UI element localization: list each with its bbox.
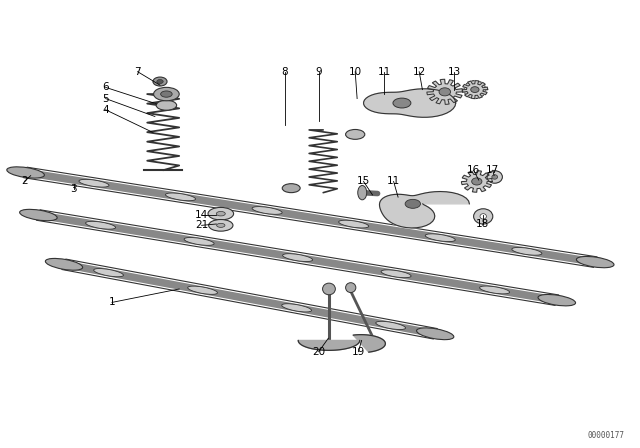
Polygon shape [427, 79, 463, 104]
Ellipse shape [339, 220, 369, 228]
Ellipse shape [439, 88, 451, 96]
Ellipse shape [346, 129, 365, 139]
Ellipse shape [376, 321, 406, 330]
Text: 11: 11 [378, 67, 390, 77]
Polygon shape [364, 89, 456, 117]
Ellipse shape [487, 171, 502, 183]
Ellipse shape [405, 199, 420, 208]
Ellipse shape [86, 221, 116, 229]
Ellipse shape [472, 178, 482, 185]
Ellipse shape [464, 81, 486, 99]
Ellipse shape [479, 286, 509, 294]
Text: 6: 6 [102, 82, 109, 92]
Ellipse shape [216, 211, 225, 216]
Ellipse shape [20, 209, 57, 221]
Ellipse shape [358, 185, 367, 200]
Ellipse shape [538, 294, 575, 306]
Ellipse shape [161, 91, 172, 97]
Polygon shape [462, 81, 488, 99]
Ellipse shape [208, 207, 234, 220]
Ellipse shape [188, 286, 218, 294]
Ellipse shape [153, 77, 167, 86]
Ellipse shape [471, 86, 479, 92]
Ellipse shape [346, 283, 356, 293]
Ellipse shape [216, 223, 225, 227]
Text: 8: 8 [282, 67, 288, 77]
Text: 16: 16 [467, 165, 480, 175]
Ellipse shape [425, 234, 455, 241]
Ellipse shape [154, 87, 179, 101]
Ellipse shape [474, 209, 493, 224]
Ellipse shape [184, 237, 214, 246]
Ellipse shape [282, 304, 312, 312]
Ellipse shape [283, 254, 312, 262]
Text: 5: 5 [102, 94, 109, 103]
Text: 14: 14 [195, 210, 208, 220]
Text: 18: 18 [476, 219, 489, 229]
Polygon shape [353, 335, 385, 352]
Ellipse shape [577, 256, 614, 268]
Ellipse shape [7, 167, 44, 178]
Ellipse shape [252, 207, 282, 214]
Text: 00000177: 00000177 [587, 431, 624, 440]
Ellipse shape [156, 100, 177, 110]
Text: 11: 11 [387, 177, 400, 186]
Text: 12: 12 [413, 67, 426, 77]
Ellipse shape [393, 98, 411, 108]
Ellipse shape [157, 79, 163, 83]
Text: 15: 15 [357, 177, 370, 186]
Ellipse shape [209, 220, 233, 231]
Text: 7: 7 [134, 67, 141, 77]
Text: 17: 17 [486, 165, 499, 175]
Ellipse shape [282, 184, 300, 193]
Polygon shape [380, 192, 469, 228]
Text: 1: 1 [109, 297, 115, 307]
Text: 3: 3 [70, 184, 77, 194]
Ellipse shape [512, 247, 542, 255]
Ellipse shape [480, 214, 486, 219]
Text: 9: 9 [316, 67, 322, 77]
Ellipse shape [79, 179, 109, 187]
Text: 2: 2 [21, 177, 28, 186]
Ellipse shape [323, 283, 335, 295]
Text: 4: 4 [102, 105, 109, 115]
Text: 20: 20 [312, 347, 325, 357]
Polygon shape [461, 171, 492, 192]
Ellipse shape [93, 268, 124, 277]
Ellipse shape [166, 193, 196, 201]
Ellipse shape [45, 258, 83, 270]
Text: 21: 21 [195, 220, 208, 230]
Ellipse shape [492, 175, 498, 179]
Text: 13: 13 [448, 67, 461, 77]
Text: 10: 10 [349, 67, 362, 77]
Text: 19: 19 [352, 347, 365, 357]
Polygon shape [298, 340, 360, 350]
Ellipse shape [417, 328, 454, 340]
Ellipse shape [381, 270, 411, 278]
